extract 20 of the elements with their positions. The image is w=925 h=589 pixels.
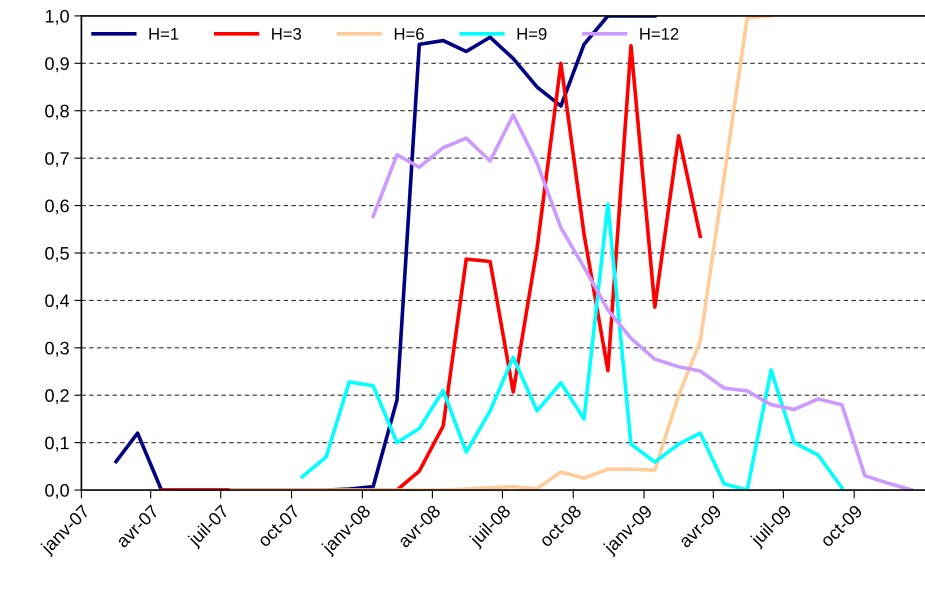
y-tick-label: 0,8: [45, 104, 69, 120]
legend-label: H=3: [272, 28, 302, 40]
legend-label: H=6: [394, 28, 424, 40]
y-tick-label: 0,4: [45, 294, 70, 310]
y-tick-label: 0,0: [45, 484, 69, 499]
legend-label: H=12: [640, 28, 678, 40]
y-tick-label: 0,9: [45, 57, 69, 72]
legend-label: H=9: [518, 28, 546, 40]
y-tick-label: 0,3: [45, 342, 69, 357]
y-tick-label: 1,0: [46, 10, 69, 25]
line-series: [230, 16, 773, 490]
y-tick-label: 0,5: [45, 246, 69, 262]
line-series: [160, 44, 702, 490]
y-tick-label: 0,2: [45, 389, 69, 404]
y-tick-label: 0,1: [45, 436, 69, 452]
line-series: [300, 202, 844, 490]
y-tick-label: 0,7: [45, 152, 69, 167]
y-tick-label: 0,6: [45, 199, 69, 214]
line-series: [371, 113, 914, 490]
legend-label: H=1: [149, 28, 178, 40]
